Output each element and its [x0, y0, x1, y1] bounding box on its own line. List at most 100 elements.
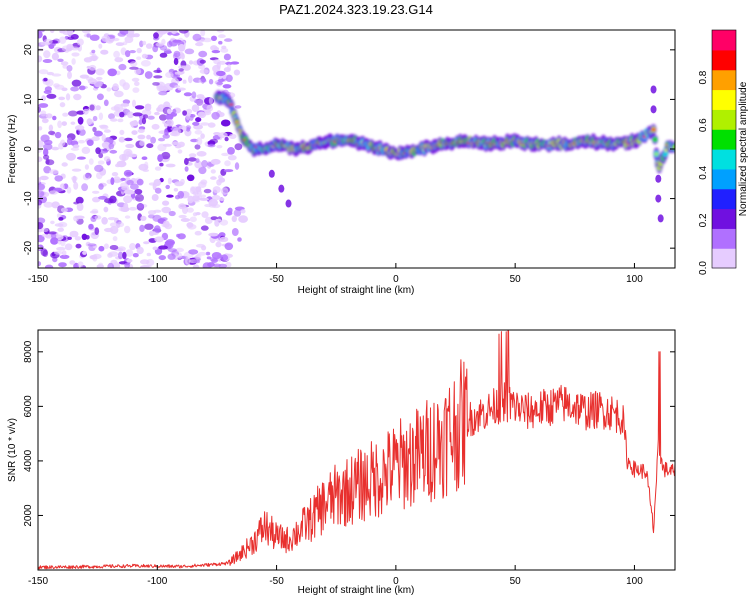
- y-tick-label: 2000: [23, 504, 34, 527]
- noise-blob: [98, 152, 104, 159]
- noise-blob: [134, 188, 143, 195]
- x-tick-label: 100: [626, 576, 643, 587]
- colorbar-segment: [712, 69, 736, 91]
- noise-blob: [200, 225, 209, 231]
- noise-blob: [53, 83, 60, 88]
- noise-blob: [184, 129, 192, 137]
- noise-blob: [101, 134, 107, 142]
- noise-blob: [48, 169, 59, 174]
- noise-blob: [161, 151, 171, 160]
- noise-blob: [103, 243, 109, 249]
- noise-blob: [78, 139, 85, 144]
- colorbar-tick-label: 0.8: [698, 70, 709, 84]
- noise-blob: [177, 233, 186, 240]
- noise-blob: [89, 104, 95, 111]
- snr-panel: -150 -100 -50 0 50 100 2000 4000 6000 8000 Heigh…: [7, 329, 676, 596]
- noise-blob: [200, 194, 206, 198]
- noise-blob: [210, 169, 216, 174]
- noise-blob: [154, 187, 162, 194]
- noise-blob: [67, 30, 74, 36]
- noise-blob: [77, 261, 84, 268]
- noise-blob: [202, 37, 212, 43]
- noise-blob: [67, 137, 73, 146]
- noise-blob: [139, 224, 145, 232]
- noise-blob: [78, 128, 86, 136]
- noise-blob: [41, 95, 46, 102]
- noise-blob: [38, 156, 43, 163]
- noise-blob: [185, 112, 191, 121]
- noise-blob: [119, 153, 129, 161]
- noise-blob: [71, 176, 78, 181]
- noise-blob: [144, 71, 153, 79]
- noise-blob: [73, 93, 82, 101]
- noise-blob: [51, 52, 60, 61]
- noise-blob: [65, 93, 71, 101]
- noise-blob: [195, 254, 202, 259]
- noise-blob: [199, 69, 209, 74]
- noise-blob: [118, 136, 126, 143]
- noise-blob: [172, 108, 177, 114]
- noise-blob: [141, 156, 148, 160]
- noise-blob: [136, 47, 142, 54]
- noise-blob: [124, 262, 130, 268]
- noise-blob: [219, 219, 229, 226]
- noise-blob: [137, 134, 146, 140]
- noise-blob: [66, 186, 72, 194]
- noise-blob: [38, 148, 42, 153]
- noise-blob: [112, 83, 119, 91]
- noise-blob: [166, 194, 174, 198]
- noise-blob: [48, 190, 58, 195]
- noise-blob: [54, 223, 64, 227]
- noise-blob: [38, 106, 41, 113]
- noise-blob: [209, 138, 218, 144]
- noise-blob: [147, 210, 157, 215]
- noise-blob: [81, 183, 88, 192]
- noise-blob: [136, 178, 144, 186]
- noise-blob: [216, 30, 225, 33]
- noise-blob: [103, 206, 109, 213]
- noise-blob: [75, 243, 82, 249]
- colorbar-tick-label: 0.0: [698, 261, 709, 275]
- snr-x-ticks: -150 -100 -50 0 50 100: [28, 565, 643, 587]
- noise-blob: [136, 56, 142, 60]
- noise-blob: [146, 143, 154, 149]
- noise-blob: [191, 104, 200, 112]
- noise-blob: [38, 30, 43, 39]
- noise-blob: [182, 110, 188, 116]
- noise-blob: [210, 176, 217, 180]
- noise-blob: [168, 210, 176, 217]
- noise-blob: [157, 143, 167, 152]
- noise-blob: [165, 71, 174, 78]
- noise-blob: [127, 30, 135, 36]
- noise-blob: [196, 99, 205, 106]
- y-tick-label: 0: [23, 146, 34, 152]
- y-tick-label: -20: [23, 241, 34, 256]
- noise-blob: [95, 147, 101, 155]
- noise-blob: [202, 262, 212, 268]
- noise-blob: [183, 92, 192, 97]
- noise-blob: [123, 189, 134, 195]
- noise-blob: [165, 184, 170, 190]
- noise-blob: [142, 169, 150, 172]
- noise-blob: [88, 223, 94, 230]
- noise-blob: [43, 148, 49, 157]
- noise-blob: [132, 112, 143, 117]
- noise-blob: [103, 156, 111, 162]
- noise-blob: [233, 209, 242, 217]
- noise-blob: [130, 183, 139, 190]
- noise-blob: [140, 265, 150, 268]
- noise-blob: [38, 183, 46, 190]
- noise-blob: [77, 116, 84, 125]
- noise-blob: [81, 233, 88, 240]
- y-tick-label: 6000: [23, 395, 34, 418]
- noise-blob: [196, 151, 207, 157]
- noise-blob: [191, 91, 197, 99]
- colorbar-label: Normalized spectral amplitude: [738, 81, 749, 216]
- noise-blob: [166, 119, 174, 127]
- noise-blob: [146, 252, 151, 257]
- noise-blob: [162, 200, 170, 206]
- noise-blob: [228, 133, 237, 139]
- noise-blob: [186, 174, 195, 182]
- noise-blob: [92, 254, 98, 262]
- noise-blob: [140, 215, 147, 221]
